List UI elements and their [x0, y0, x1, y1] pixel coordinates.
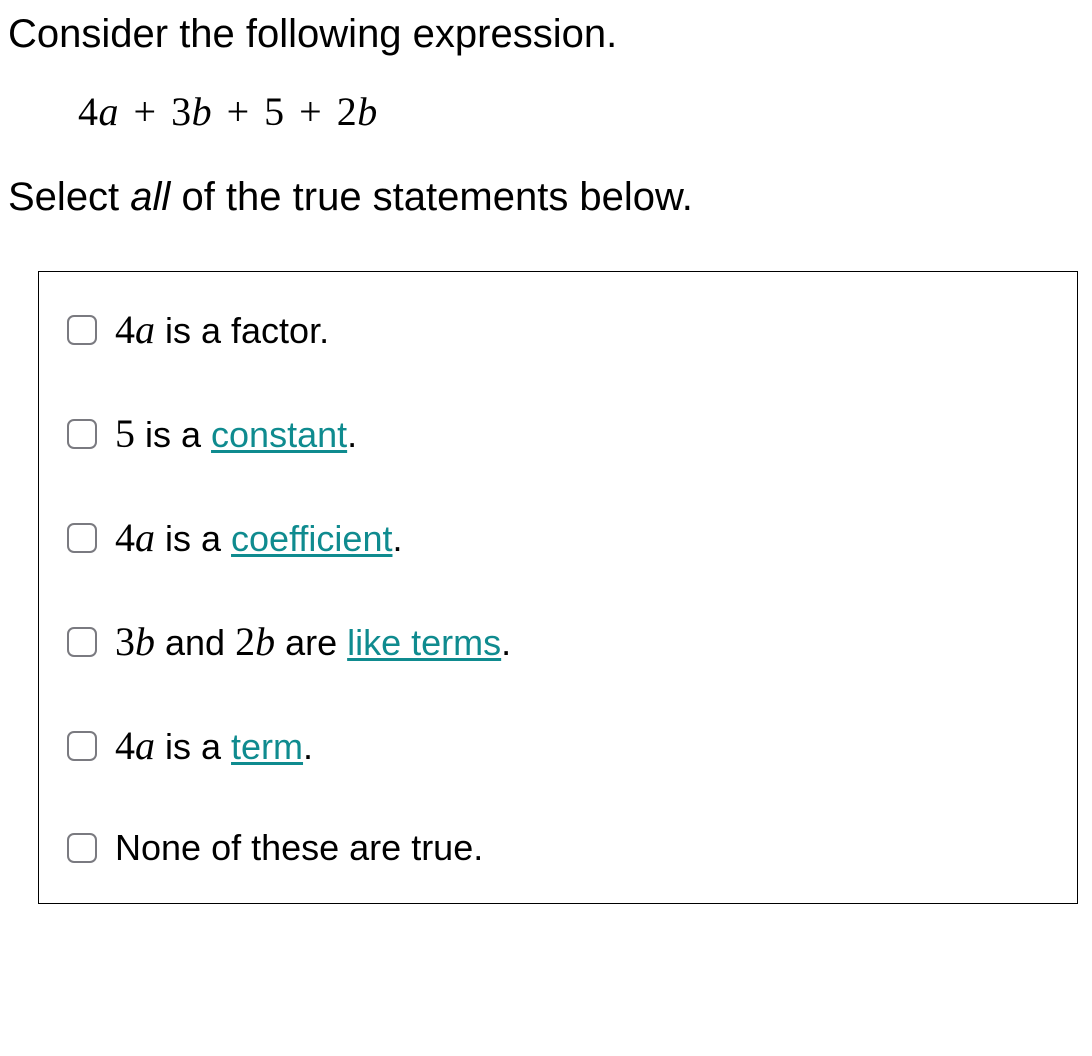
text-segment: and: [155, 622, 235, 663]
text-segment: .: [392, 518, 402, 559]
glossary-link[interactable]: constant: [211, 414, 347, 455]
option-text: 3b and 2b are like terms.: [115, 618, 511, 666]
math-term: 5: [115, 411, 135, 456]
option-text: 5 is a constant.: [115, 410, 357, 458]
text-segment: .: [501, 622, 511, 663]
checkbox[interactable]: [67, 833, 97, 863]
checkbox[interactable]: [67, 315, 97, 345]
option-row[interactable]: 3b and 2b are like terms.: [67, 618, 1049, 666]
option-row[interactable]: 4a is a factor.: [67, 306, 1049, 354]
question-container: Consider the following expression. 4a + …: [0, 0, 1092, 924]
text-segment: .: [347, 414, 357, 455]
glossary-link[interactable]: like terms: [347, 622, 501, 663]
expression: 4a + 3b + 5 + 2b: [78, 88, 1084, 135]
option-text: 4a is a coefficient.: [115, 514, 402, 562]
text-segment: is a factor.: [155, 310, 329, 351]
text-segment: are: [275, 622, 347, 663]
glossary-link[interactable]: term: [231, 726, 303, 767]
math-term: 4a: [115, 307, 155, 352]
option-row[interactable]: 4a is a coefficient.: [67, 514, 1049, 562]
checkbox[interactable]: [67, 731, 97, 761]
text-segment: None of these are true.: [115, 827, 483, 868]
checkbox[interactable]: [67, 419, 97, 449]
checkbox[interactable]: [67, 523, 97, 553]
option-row[interactable]: None of these are true.: [67, 826, 1049, 869]
math-term: 2b: [235, 619, 275, 664]
text-segment: is a: [155, 726, 231, 767]
checkbox[interactable]: [67, 627, 97, 657]
option-text: 4a is a factor.: [115, 306, 329, 354]
text-segment: .: [303, 726, 313, 767]
option-text: 4a is a term.: [115, 722, 313, 770]
math-term: 3b: [115, 619, 155, 664]
math-term: 4a: [115, 723, 155, 768]
text-segment: is a: [135, 414, 211, 455]
prompt-text: Consider the following expression.: [8, 8, 1084, 60]
text-segment: is a: [155, 518, 231, 559]
options-box: 4a is a factor.5 is a constant.4a is a c…: [38, 271, 1078, 904]
option-row[interactable]: 4a is a term.: [67, 722, 1049, 770]
glossary-link[interactable]: coefficient: [231, 518, 392, 559]
math-term: 4a: [115, 515, 155, 560]
option-row[interactable]: 5 is a constant.: [67, 410, 1049, 458]
option-text: None of these are true.: [115, 826, 483, 869]
instruction-text: Select all of the true statements below.: [8, 171, 1084, 223]
